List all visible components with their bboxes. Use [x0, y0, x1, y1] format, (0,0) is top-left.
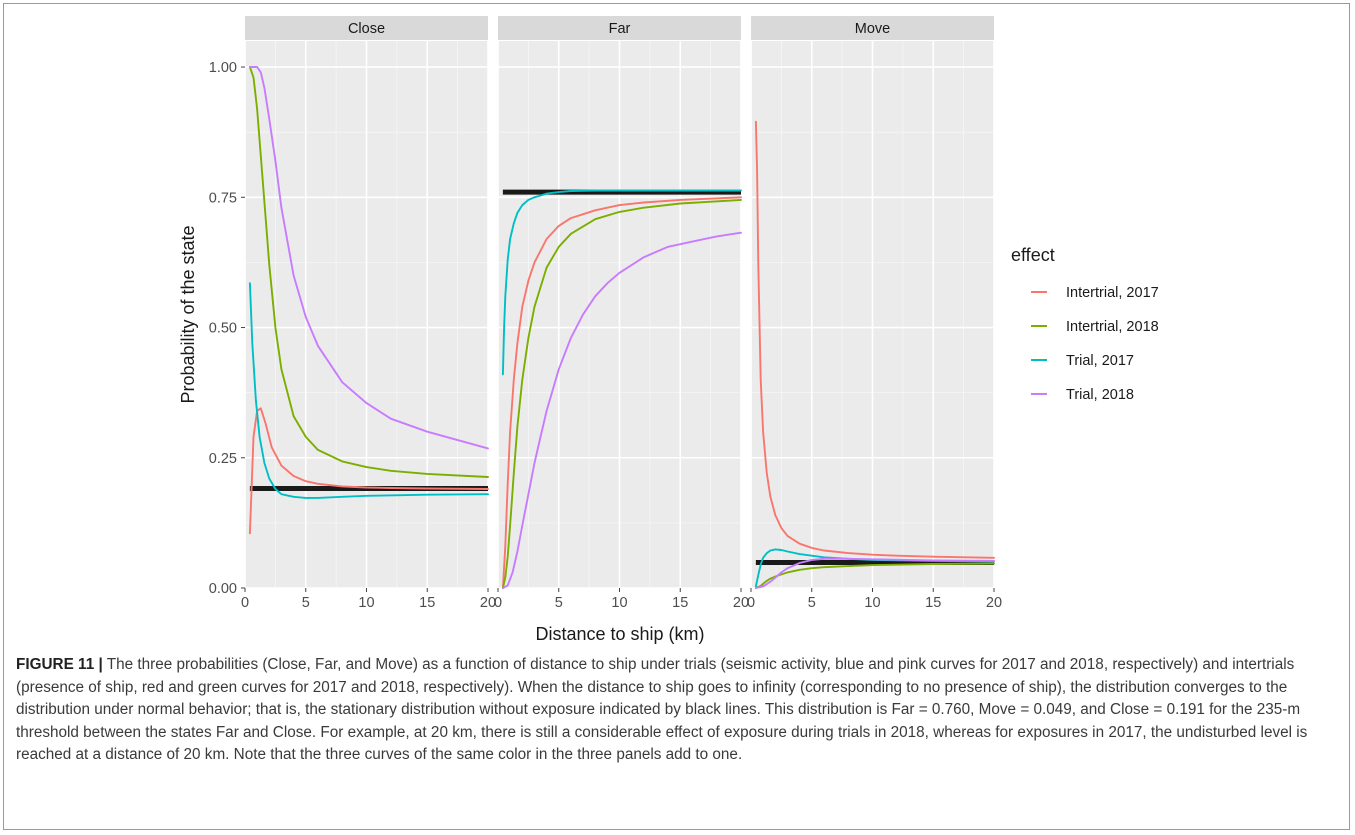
x-tick-label-far-0: 0	[494, 595, 502, 611]
x-axis-title: Distance to ship (km)	[535, 624, 704, 644]
x-tick-label-move-10: 10	[864, 595, 880, 611]
x-tick-label-move-20: 20	[986, 595, 1002, 611]
y-axis-title: Probability of the state	[178, 225, 198, 403]
y-tick-label-1.00: 1.00	[209, 60, 237, 76]
legend-label-trial-2018: Trial, 2018	[1066, 387, 1134, 403]
x-tick-label-close-10: 10	[358, 595, 374, 611]
legend-label-intertrial-2017: Intertrial, 2017	[1066, 285, 1159, 301]
panel-title-close: Close	[348, 21, 385, 37]
figure-caption: FIGURE 11 | The three probabilities (Clo…	[16, 654, 1341, 767]
y-tick-label-0.75: 0.75	[209, 190, 237, 206]
legend-title: effect	[1011, 245, 1055, 265]
y-tick-label-0.25: 0.25	[209, 451, 237, 467]
x-tick-label-move-0: 0	[747, 595, 755, 611]
x-tick-label-close-0: 0	[241, 595, 249, 611]
x-tick-label-far-15: 15	[672, 595, 688, 611]
caption-text: The three probabilities (Close, Far, and…	[16, 656, 1307, 763]
x-tick-label-far-5: 5	[555, 595, 563, 611]
figure-label: FIGURE 11 |	[16, 656, 103, 673]
x-tick-label-close-15: 15	[419, 595, 435, 611]
x-tick-label-move-15: 15	[925, 595, 941, 611]
legend-label-intertrial-2018: Intertrial, 2018	[1066, 319, 1159, 335]
legend-label-trial-2017: Trial, 2017	[1066, 353, 1134, 369]
panel-title-move: Move	[855, 21, 890, 37]
x-tick-label-close-5: 5	[302, 595, 310, 611]
x-tick-label-move-5: 5	[808, 595, 816, 611]
panel-title-far: Far	[609, 21, 631, 37]
y-tick-label-0.00: 0.00	[209, 581, 237, 597]
y-tick-label-0.50: 0.50	[209, 321, 237, 337]
x-tick-label-far-10: 10	[611, 595, 627, 611]
